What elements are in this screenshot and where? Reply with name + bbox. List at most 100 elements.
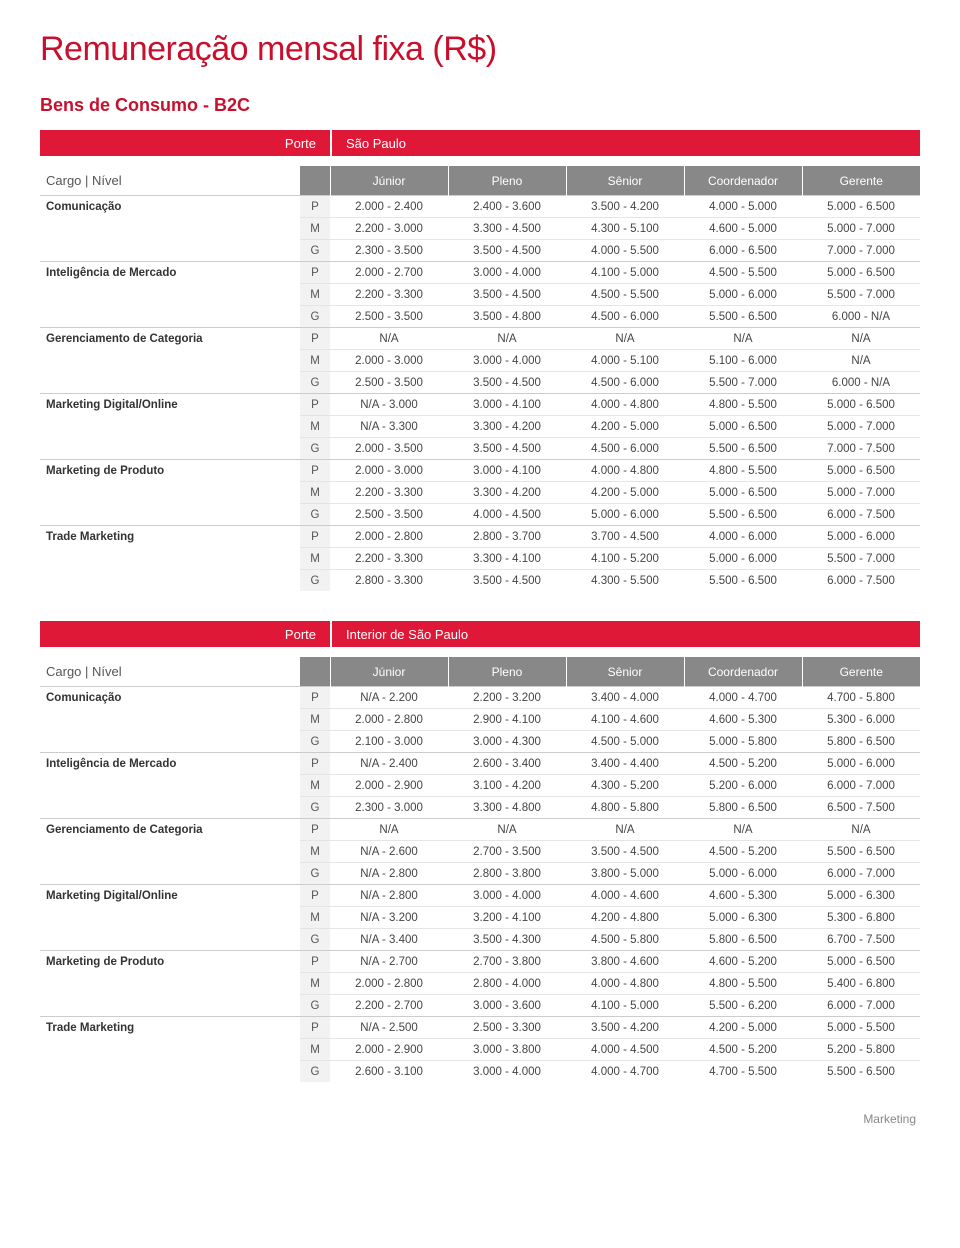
size-cell: M — [300, 416, 330, 438]
value-cell: 3.000 - 4.000 — [448, 1061, 566, 1083]
size-cell: G — [300, 995, 330, 1017]
value-cell: 5.000 - 6.500 — [684, 482, 802, 504]
value-cell: 2.800 - 4.000 — [448, 973, 566, 995]
size-cell: P — [300, 196, 330, 218]
size-cell: P — [300, 1017, 330, 1039]
value-cell: 3.500 - 4.300 — [448, 929, 566, 951]
size-cell: P — [300, 328, 330, 350]
value-cell: 5.000 - 6.300 — [802, 885, 920, 907]
value-cell: N/A — [802, 350, 920, 372]
size-cell: G — [300, 863, 330, 885]
value-cell: 4.800 - 5.500 — [684, 460, 802, 482]
size-cell: G — [300, 372, 330, 394]
value-cell: 2.600 - 3.100 — [330, 1061, 448, 1083]
value-cell: 3.000 - 4.000 — [448, 262, 566, 284]
value-cell: 5.500 - 6.500 — [684, 570, 802, 592]
size-cell: M — [300, 973, 330, 995]
value-cell: 2.000 - 2.900 — [330, 775, 448, 797]
value-cell: 4.500 - 5.000 — [566, 731, 684, 753]
value-cell: 2.000 - 2.700 — [330, 262, 448, 284]
table-row: ComunicaçãoP2.000 - 2.4002.400 - 3.6003.… — [40, 196, 920, 218]
value-cell: 2.200 - 3.000 — [330, 218, 448, 240]
table-row: Trade MarketingP2.000 - 2.8002.800 - 3.7… — [40, 526, 920, 548]
value-cell: 4.300 - 5.200 — [566, 775, 684, 797]
salary-table: Cargo | NívelJúniorPlenoSêniorCoordenado… — [40, 166, 920, 591]
value-cell: 2.200 - 3.300 — [330, 482, 448, 504]
value-cell: 2.000 - 2.900 — [330, 1039, 448, 1061]
page-subtitle: Bens de Consumo - B2C — [40, 95, 920, 116]
value-cell: 5.000 - 6.500 — [802, 394, 920, 416]
value-cell: 3.800 - 5.000 — [566, 863, 684, 885]
size-cell: P — [300, 885, 330, 907]
value-cell: 2.000 - 2.400 — [330, 196, 448, 218]
porte-region: Interior de São Paulo — [332, 621, 920, 647]
cargo-name: Marketing de Produto — [40, 951, 300, 1017]
table-row: Marketing de ProdutoP2.000 - 3.0003.000 … — [40, 460, 920, 482]
value-cell: 5.000 - 6.000 — [802, 526, 920, 548]
value-cell: 7.000 - 7.000 — [802, 240, 920, 262]
value-cell: 2.200 - 3.300 — [330, 548, 448, 570]
table-row: Gerenciamento de CategoriaPN/AN/AN/AN/AN… — [40, 328, 920, 350]
value-cell: 5.500 - 6.500 — [802, 1061, 920, 1083]
value-cell: 4.000 - 4.500 — [448, 504, 566, 526]
value-cell: 4.800 - 5.500 — [684, 973, 802, 995]
size-cell: M — [300, 218, 330, 240]
value-cell: 4.100 - 5.000 — [566, 262, 684, 284]
level-header: Coordenador — [684, 166, 802, 196]
value-cell: 4.600 - 5.300 — [684, 885, 802, 907]
value-cell: 5.000 - 6.000 — [802, 753, 920, 775]
value-cell: 2.800 - 3.300 — [330, 570, 448, 592]
value-cell: 5.500 - 6.200 — [684, 995, 802, 1017]
table-row: ComunicaçãoPN/A - 2.2002.200 - 3.2003.40… — [40, 687, 920, 709]
value-cell: 3.500 - 4.500 — [448, 284, 566, 306]
value-cell: 5.300 - 6.800 — [802, 907, 920, 929]
value-cell: 3.000 - 3.600 — [448, 995, 566, 1017]
table-row: Inteligência de MercadoP2.000 - 2.7003.0… — [40, 262, 920, 284]
size-cell: M — [300, 1039, 330, 1061]
level-header: Pleno — [448, 166, 566, 196]
cargo-name: Marketing de Produto — [40, 460, 300, 526]
value-cell: 2.300 - 3.000 — [330, 797, 448, 819]
cargo-name: Comunicação — [40, 196, 300, 262]
size-cell: P — [300, 526, 330, 548]
cargo-name: Marketing Digital/Online — [40, 885, 300, 951]
level-header: Júnior — [330, 166, 448, 196]
size-cell: G — [300, 570, 330, 592]
table-row: Trade MarketingPN/A - 2.5002.500 - 3.300… — [40, 1017, 920, 1039]
value-cell: 6.000 - 7.000 — [802, 995, 920, 1017]
size-header — [300, 657, 330, 687]
value-cell: 4.500 - 5.200 — [684, 753, 802, 775]
value-cell: 3.000 - 3.800 — [448, 1039, 566, 1061]
size-cell: P — [300, 460, 330, 482]
level-header: Gerente — [802, 657, 920, 687]
value-cell: N/A - 2.200 — [330, 687, 448, 709]
value-cell: 5.000 - 6.500 — [684, 416, 802, 438]
value-cell: 5.500 - 7.000 — [684, 372, 802, 394]
value-cell: 2.800 - 3.700 — [448, 526, 566, 548]
value-cell: 5.200 - 5.800 — [802, 1039, 920, 1061]
value-cell: 2.200 - 3.200 — [448, 687, 566, 709]
tables-container: PorteSão PauloCargo | NívelJúniorPlenoSê… — [40, 130, 920, 1082]
value-cell: 6.000 - 6.500 — [684, 240, 802, 262]
level-header: Pleno — [448, 657, 566, 687]
value-cell: 5.000 - 6.500 — [802, 951, 920, 973]
value-cell: 4.000 - 4.700 — [566, 1061, 684, 1083]
value-cell: 4.500 - 5.500 — [566, 284, 684, 306]
value-cell: 5.800 - 6.500 — [684, 797, 802, 819]
value-cell: 6.000 - 7.500 — [802, 504, 920, 526]
value-cell: 5.000 - 6.500 — [802, 262, 920, 284]
value-cell: 4.500 - 6.000 — [566, 372, 684, 394]
level-header: Júnior — [330, 657, 448, 687]
value-cell: 5.500 - 6.500 — [684, 306, 802, 328]
value-cell: N/A - 3.400 — [330, 929, 448, 951]
value-cell: 6.000 - 7.000 — [802, 775, 920, 797]
level-header: Sênior — [566, 657, 684, 687]
value-cell: 4.200 - 5.000 — [684, 1017, 802, 1039]
table-row: Gerenciamento de CategoriaPN/AN/AN/AN/AN… — [40, 819, 920, 841]
value-cell: 5.500 - 7.000 — [802, 284, 920, 306]
value-cell: N/A — [802, 819, 920, 841]
size-cell: G — [300, 929, 330, 951]
value-cell: 5.000 - 6.000 — [684, 863, 802, 885]
table-row: Inteligência de MercadoPN/A - 2.4002.600… — [40, 753, 920, 775]
value-cell: 6.000 - 7.500 — [802, 570, 920, 592]
